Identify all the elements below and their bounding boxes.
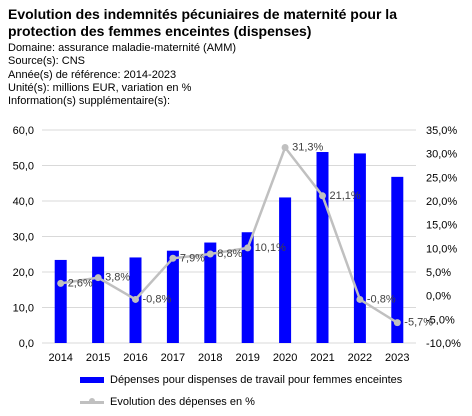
- bar: [353, 153, 366, 343]
- legend-item-line: Evolution des dépenses en %: [80, 394, 402, 410]
- line-data-label: -0,8%: [143, 293, 172, 305]
- bar: [166, 250, 179, 343]
- line-point: [319, 192, 326, 200]
- x-axis-tick-label: 2021: [310, 352, 334, 364]
- domain-line: Domaine: assurance maladie-maternité (AM…: [8, 42, 237, 54]
- right-axis-tick-label: 25,0%: [426, 172, 457, 184]
- line-point: [57, 279, 65, 287]
- line-data-label: 21,1%: [330, 190, 361, 202]
- source-line: Source(s): CNS: [8, 55, 86, 68]
- legend-bar-label: Dépenses pour dispenses de travail pour …: [110, 374, 403, 386]
- right-axis-ticks: -10,0% -5,0% 0,0% 5,0% 10,0% 15,0% 20,0% 25,0% 3…: [426, 125, 461, 350]
- line-point: [393, 319, 401, 327]
- x-axis-ticks: 2014 2015 2016 2017 2018 2019 2020 2021 2022 2023: [48, 352, 409, 364]
- right-axis-tick-label: 5,0%: [426, 267, 451, 279]
- right-axis-tick-label: 20,0%: [426, 196, 457, 208]
- line-data-label: 10,1%: [255, 242, 286, 254]
- gridlines: [42, 129, 416, 344]
- bar: [241, 232, 254, 343]
- left-axis-ticks: 0,0 10,0 20,0 30,0 40,0 50,0 60,0: [13, 125, 34, 350]
- line-point: [281, 144, 289, 152]
- right-axis-tick-label: 35,0%: [426, 125, 457, 137]
- line-data-label: 8,8%: [217, 248, 242, 260]
- left-axis-tick-label: 50,0: [13, 161, 34, 173]
- right-axis-tick-label: 15,0%: [426, 220, 457, 232]
- line-point: [244, 244, 252, 252]
- x-axis-tick-label: 2023: [385, 352, 409, 364]
- legend-item-bars: Dépenses pour dispenses de travail pour …: [80, 372, 402, 388]
- line-data-label: -5,7%: [404, 317, 433, 329]
- line-data-label: 2,6%: [68, 277, 93, 289]
- x-axis-tick-label: 2017: [161, 352, 185, 364]
- legend-line-swatch: [80, 398, 104, 404]
- bar: [204, 242, 217, 343]
- line-data-label: -0,8%: [367, 293, 396, 305]
- x-axis-tick-label: 2020: [273, 352, 297, 364]
- left-axis-tick-label: 20,0: [13, 267, 34, 279]
- reference-years-line: Année(s) de référence: 2014-2023: [8, 68, 177, 81]
- data-labels: 2,6% 3,8% -0,8% 7,9% 8,8% 10,1% 31,3% 21,1% -0,8…: [68, 142, 434, 329]
- line-point: [132, 295, 139, 303]
- chart-title: Evolution des indemnités pécuniaires de …: [8, 6, 397, 39]
- bar: [391, 176, 404, 343]
- right-axis-tick-label: 10,0%: [426, 243, 457, 255]
- legend-line-label: Evolution des dépenses en %: [110, 396, 255, 408]
- x-axis-tick-label: 2016: [123, 352, 147, 364]
- x-axis-tick-label: 2015: [86, 352, 110, 364]
- additional-info-line: Information(s) supplémentaire(s):: [8, 95, 171, 108]
- line-data-label: 7,9%: [180, 252, 205, 264]
- line-data-label: 3,8%: [105, 272, 130, 284]
- x-axis-tick-label: 2019: [235, 352, 259, 364]
- legend: Dépenses pour dispenses de travail pour …: [80, 372, 402, 416]
- line-point: [169, 254, 177, 262]
- line-point: [356, 295, 364, 303]
- bar: [279, 197, 292, 343]
- chart-metadata: Domaine: assurance maladie-maternité (AM…: [8, 42, 236, 108]
- line-point: [94, 274, 102, 282]
- x-axis-tick-label: 2018: [198, 352, 222, 364]
- bar: [316, 152, 329, 343]
- left-axis-tick-label: 10,0: [13, 303, 34, 315]
- right-axis-tick-label: -10,0%: [426, 338, 461, 350]
- left-axis-tick-label: 40,0: [13, 196, 34, 208]
- left-axis-tick-label: 0,0: [19, 338, 34, 350]
- right-axis-tick-label: 30,0%: [426, 149, 457, 161]
- left-axis-tick-label: 60,0: [13, 125, 34, 137]
- unit-line: Unité(s): millions EUR, variation en %: [8, 81, 192, 94]
- line-data-label: 31,3%: [292, 142, 323, 154]
- right-axis-tick-label: -5,0%: [426, 314, 455, 326]
- right-axis-tick-label: 0,0%: [426, 291, 451, 303]
- bar: [92, 256, 105, 343]
- bar-series: [54, 152, 404, 343]
- line-path: [60, 144, 398, 324]
- line-series: [57, 144, 401, 327]
- legend-bar-swatch: [80, 377, 104, 383]
- line-point: [206, 250, 214, 258]
- bar: [54, 259, 67, 343]
- left-axis-tick-label: 30,0: [13, 232, 34, 244]
- x-axis-tick-label: 2014: [48, 352, 72, 364]
- x-axis-tick-label: 2022: [348, 352, 372, 364]
